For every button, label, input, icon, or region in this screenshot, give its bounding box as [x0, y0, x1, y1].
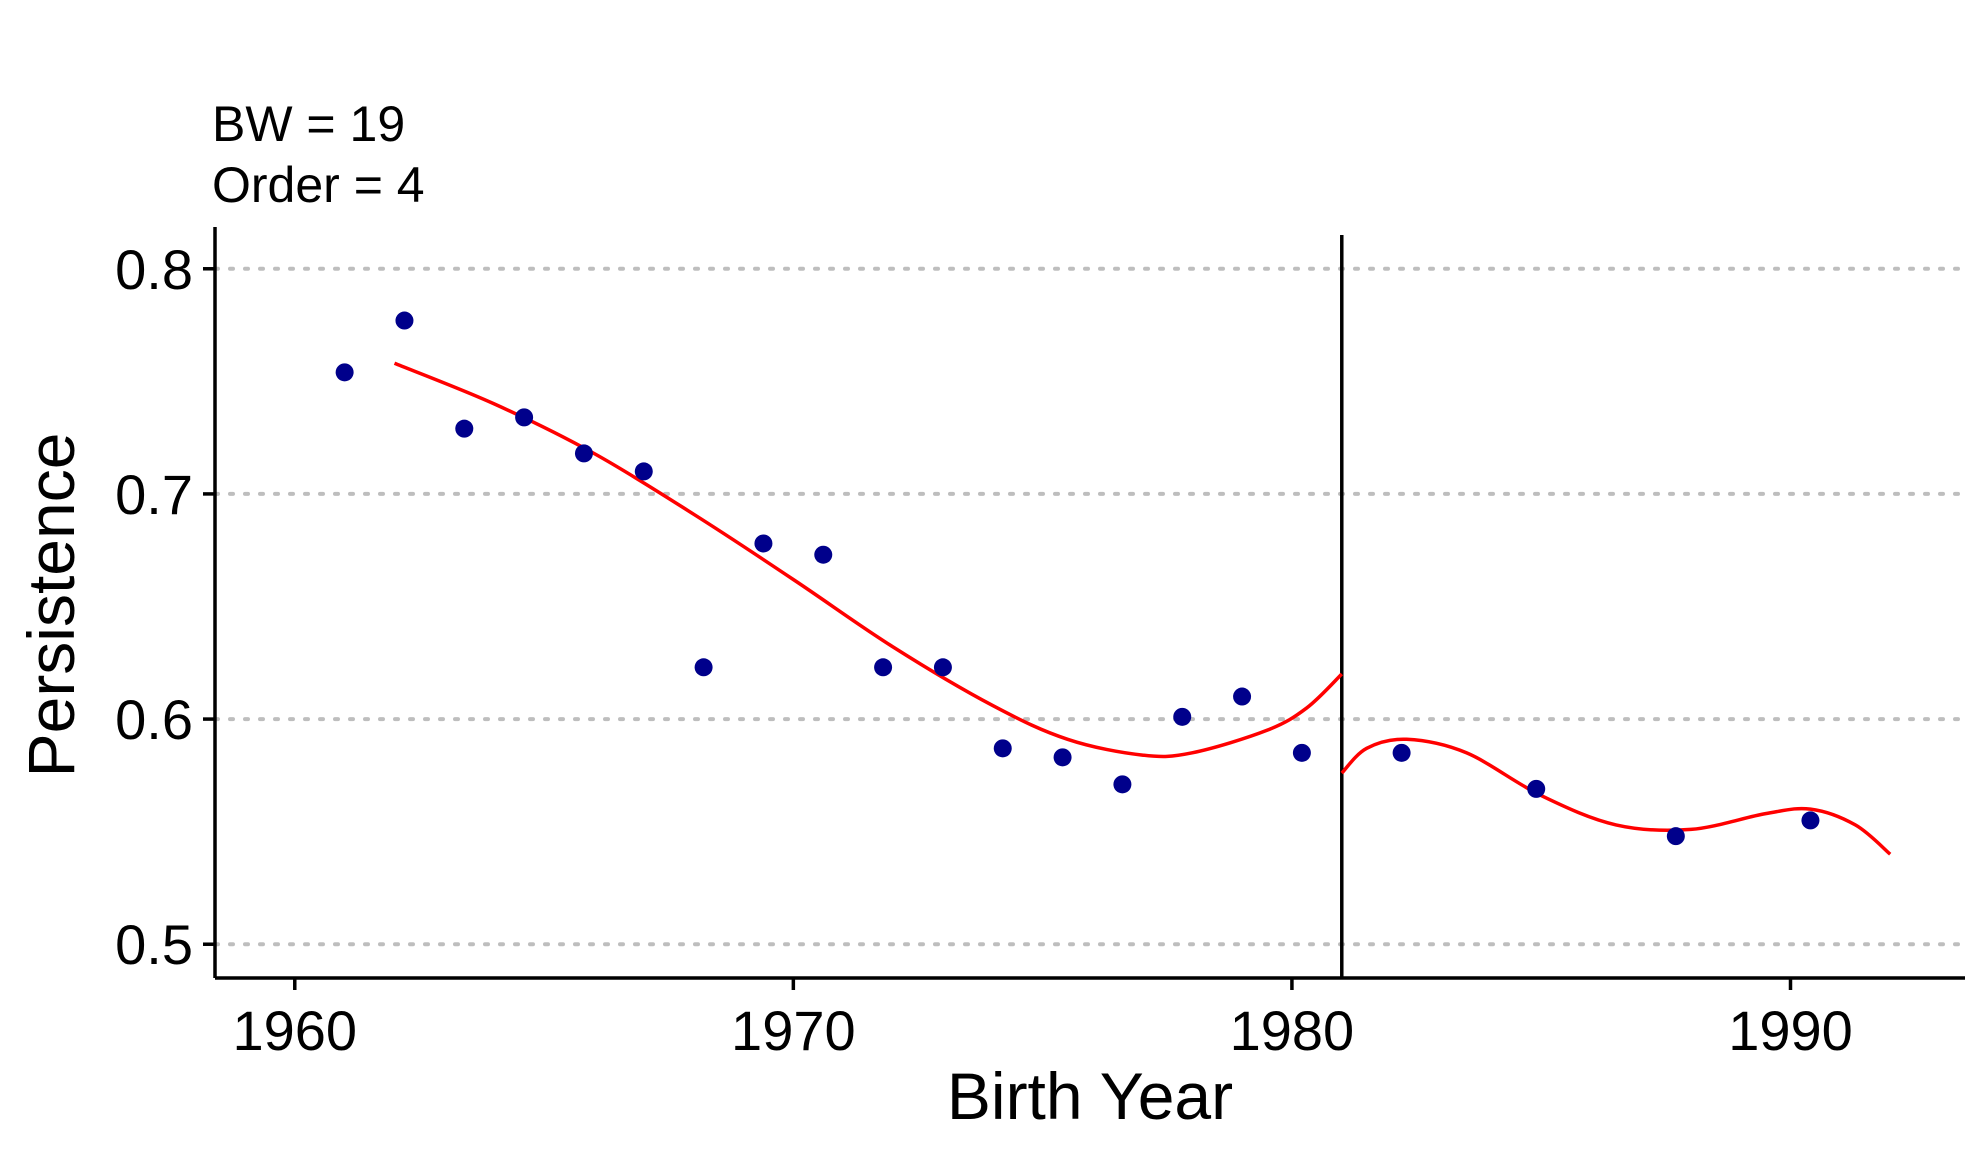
- data-point: [1113, 775, 1132, 794]
- labels: BW = 19 Order = 4 Birth Year Persistence: [14, 96, 1233, 1133]
- data-point: [1292, 743, 1311, 762]
- data-point: [395, 311, 414, 330]
- fit-line-left: [393, 361, 1344, 759]
- y-tick-label: 0.7: [115, 463, 193, 526]
- data-point: [455, 419, 474, 438]
- data-point: [1053, 748, 1072, 767]
- data-point: [933, 658, 952, 677]
- annotation-bandwidth: BW = 19: [212, 96, 405, 152]
- data-point: [874, 658, 893, 677]
- data-point: [1666, 827, 1685, 846]
- x-tick-label: 1990: [1728, 999, 1853, 1062]
- annotation-order: Order = 4: [212, 157, 425, 213]
- data-point: [993, 739, 1012, 758]
- data-point: [515, 408, 534, 427]
- data-point: [694, 658, 713, 677]
- data-point: [634, 462, 653, 481]
- x-tick-label: 1960: [232, 999, 357, 1062]
- y-tick-label: 0.5: [115, 913, 193, 976]
- data-point: [1173, 707, 1192, 726]
- x-tick-label: 1980: [1230, 999, 1355, 1062]
- data-point: [754, 534, 773, 553]
- data-point: [574, 444, 593, 463]
- data-point: [1801, 811, 1820, 830]
- fit-lines: [393, 361, 1892, 856]
- data-point: [1233, 687, 1252, 706]
- data-points: [335, 311, 1820, 846]
- x-tick-label: 1970: [731, 999, 856, 1062]
- axes: [213, 227, 1965, 980]
- data-point: [1527, 779, 1546, 798]
- fit-line-right: [1340, 737, 1892, 856]
- ticks: 0.5 0.6 0.7 0.8 1960 1970 1980 1990: [115, 238, 1853, 1062]
- gridlines: [213, 266, 1967, 947]
- data-point: [814, 545, 833, 564]
- y-axis-title: Persistence: [14, 433, 88, 778]
- data-point: [1392, 743, 1411, 762]
- y-tick-label: 0.8: [115, 238, 193, 301]
- x-axis-title: Birth Year: [947, 1059, 1233, 1133]
- y-tick-label: 0.6: [115, 688, 193, 751]
- data-point: [335, 363, 354, 382]
